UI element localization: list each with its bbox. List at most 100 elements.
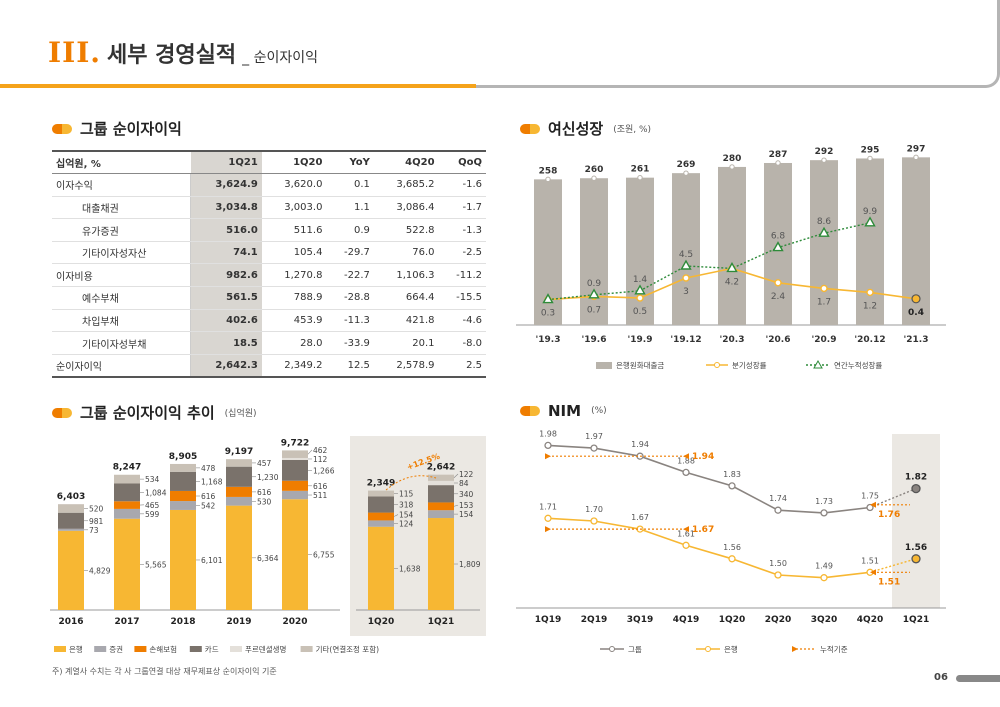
table-cell: -11.2 — [438, 263, 486, 288]
bullet-pill-icon — [52, 407, 72, 418]
bar-value-label: 292 — [815, 147, 834, 157]
table-header-cell: 1Q21 — [190, 150, 262, 175]
annual-growth-point — [864, 216, 876, 227]
stack-segment — [58, 528, 84, 531]
table-row: 유가증권 516.0 511.6 0.9 522.8 -1.3 — [52, 218, 486, 242]
segment-value-label: 153 — [459, 501, 474, 510]
table-cell: 982.6 — [190, 263, 262, 288]
bar-value-label: 297 — [907, 144, 926, 154]
segment-value-label: 1,809 — [459, 560, 481, 569]
nim-point — [682, 468, 690, 477]
legend-label: 분기성장률 — [732, 360, 767, 370]
table-cell: 561.5 — [190, 286, 262, 310]
segment-value-label: 154 — [399, 511, 414, 520]
stack-segment — [114, 483, 140, 502]
stack-segment — [58, 512, 84, 529]
stack-segment — [428, 510, 454, 519]
table-cell: -28.8 — [326, 286, 374, 310]
row-label: 차입부채 — [52, 309, 192, 333]
segment-value-label: 6,364 — [257, 554, 279, 563]
nim-value-label: 1.74 — [769, 494, 787, 503]
table-cell: -1.3 — [438, 218, 486, 242]
bullet-pill-icon — [52, 123, 72, 134]
table-cell: 3,086.4 — [373, 196, 439, 220]
nim-value-label: 1.75 — [861, 492, 879, 501]
table-header-cell: QoQ — [438, 150, 486, 175]
table-header-cell: 1Q20 — [261, 150, 327, 175]
legend-label: 증권 — [109, 645, 123, 654]
table-cell: 402.6 — [190, 309, 262, 333]
x-tick-label: 1Q20 — [719, 615, 745, 625]
bar-value-label: 287 — [769, 150, 788, 160]
legend-label: 푸르덴셜생명 — [245, 644, 286, 654]
growth-arrow — [385, 475, 437, 491]
bank-nim-line — [547, 517, 871, 579]
segment-value-label: 542 — [201, 501, 216, 510]
nim-value-label: 1.67 — [631, 513, 649, 522]
stack-segment — [226, 505, 252, 610]
table-cell: 1,106.3 — [373, 263, 439, 288]
quarterly-growth-label: 0.5 — [633, 307, 647, 317]
table-cell: 664.4 — [373, 286, 439, 310]
bar-top-marker — [821, 157, 827, 163]
loan-bar — [672, 173, 700, 325]
nim-value-label: 1.71 — [539, 502, 557, 511]
x-tick-label: 3Q19 — [627, 615, 653, 625]
table-cell: 3,624.9 — [190, 173, 262, 197]
segment-value-label: 457 — [257, 459, 272, 468]
stack-segment — [170, 509, 196, 610]
table-cell: 3,003.0 — [261, 196, 327, 220]
table-cell: 76.0 — [373, 241, 439, 265]
bar-top-marker — [637, 174, 643, 181]
nim-value-label: 1.56 — [723, 543, 741, 552]
stack-segment — [282, 499, 308, 610]
header-frame — [0, 0, 1000, 88]
legend-swatch — [134, 646, 147, 652]
legend-swatch — [94, 646, 107, 652]
stack-segment — [282, 459, 308, 481]
legend-swatch — [189, 646, 202, 652]
table-row: 기타이자성자산 74.1 105.4 -29.7 76.0 -2.5 — [52, 241, 486, 265]
table-cell: 12.5 — [326, 353, 374, 378]
stack-segment — [368, 496, 394, 513]
segment-value-label: 462 — [313, 446, 328, 455]
loan-section-title: 여신성장 (조원, %) — [520, 118, 651, 139]
table-header-row: 십억원, % 1Q21 1Q20 YoY 4Q20 QoQ — [52, 150, 486, 175]
loan-bar — [580, 178, 608, 325]
bar-total-label: 9,197 — [225, 447, 253, 457]
row-label: 기타이자성부채 — [52, 331, 192, 355]
table-cell: 3,620.0 — [261, 173, 327, 197]
quarterly-growth-point — [682, 274, 690, 282]
nim-point — [820, 509, 828, 517]
legend-label: 손해보험 — [149, 644, 177, 654]
legend-label: 연간누적성장률 — [834, 360, 882, 370]
legend-label: 은행 — [724, 644, 738, 654]
bar-total-label: 9,722 — [281, 438, 309, 448]
x-tick-label: 1Q21 — [903, 615, 929, 625]
nii-trend-section-title: 그룹 순이자이익 추이 (십억원) — [52, 402, 257, 423]
table-cell: 105.4 — [261, 241, 327, 265]
loan-bar — [626, 177, 654, 325]
annual-growth-label: 8.6 — [817, 217, 832, 227]
row-label: 기타이자성자산 — [52, 241, 192, 265]
bar-total-label: 8,905 — [169, 452, 197, 462]
segment-value-label: 154 — [459, 510, 474, 519]
nim-value-label: 1.73 — [815, 497, 833, 506]
legend-swatch-bar — [596, 362, 612, 369]
quarterly-growth-label: 2.4 — [771, 292, 786, 302]
quarterly-growth-label: 4.2 — [725, 277, 739, 287]
table-row: 순이자이익 2,642.3 2,349.2 12.5 2,578.9 2.5 — [52, 353, 486, 378]
stack-segment — [428, 480, 454, 486]
x-tick-label: 2016 — [58, 617, 83, 627]
stack-segment — [428, 474, 454, 481]
bar-top-marker — [913, 154, 919, 161]
stack-segment — [114, 501, 140, 509]
bar-total-label: 6,403 — [57, 492, 85, 502]
segment-value-label: 511 — [313, 491, 328, 500]
segment-value-label: 112 — [313, 455, 328, 464]
nim-value-label: 1.88 — [677, 456, 695, 465]
bar-top-marker — [775, 160, 781, 166]
table-cell: 0.1 — [326, 173, 374, 197]
table-cell: -2.5 — [438, 241, 486, 265]
